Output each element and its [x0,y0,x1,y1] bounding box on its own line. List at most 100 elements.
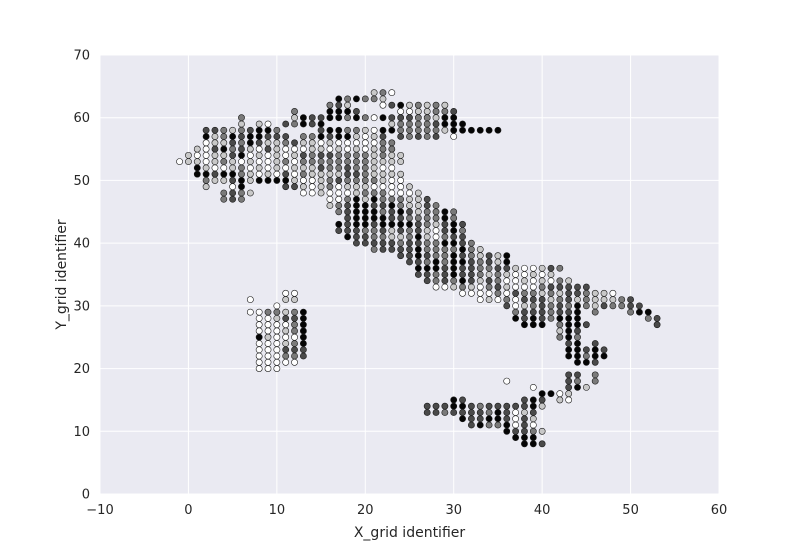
scatter-point [291,352,298,360]
scatter-point [202,170,210,178]
scatter-point [450,114,458,122]
scatter-point [344,214,351,222]
scatter-point [246,170,254,178]
scatter-point [220,195,228,203]
scatter-point [344,114,351,122]
scatter-point [476,252,484,260]
scatter-point [326,151,334,159]
scatter-point [521,440,528,448]
scatter-point [335,170,343,178]
scatter-point [459,220,466,228]
scatter-point [308,189,316,197]
scatter-point [406,220,413,228]
scatter-point [246,151,254,159]
scatter-point [211,164,219,172]
scatter-point [512,289,520,297]
scatter-point [229,189,237,197]
scatter-point [441,277,449,285]
scatter-point [282,352,290,360]
scatter-point [255,333,263,341]
scatter-point [459,246,466,253]
scatter-point [282,340,290,347]
scatter-point [370,183,378,191]
scatter-point [547,283,555,291]
scatter-point [299,346,307,354]
scatter-point [291,139,298,147]
scatter-point [644,314,652,322]
y-tick-label: 30 [73,299,90,314]
scatter-point [485,289,493,297]
scatter-point [308,183,316,191]
scatter-point [255,321,263,329]
scatter-point [379,189,387,197]
scatter-point [273,352,281,360]
scatter-point [361,133,369,140]
scatter-point [503,277,511,285]
scatter-point [273,177,281,184]
scatter-point [423,108,431,115]
scatter-point [556,396,564,404]
scatter-point [653,314,661,322]
scatter-point [353,170,360,178]
scatter-point [574,340,581,347]
scatter-point [574,358,581,366]
scatter-point [574,377,581,385]
scatter-point [485,402,493,410]
scatter-point [379,183,387,191]
scatter-point [370,195,378,203]
scatter-point [582,383,590,391]
scatter-point [574,314,581,322]
scatter-point [618,296,626,303]
scatter-point [512,434,520,441]
scatter-point [406,120,413,128]
scatter-point [441,246,449,253]
scatter-point [450,402,458,410]
scatter-point [556,296,564,303]
scatter-point [406,126,413,134]
scatter-point [397,214,405,222]
scatter-point [565,302,573,310]
scatter-point [423,220,431,228]
scatter-point [255,308,263,316]
scatter-point [361,95,369,103]
scatter-point [600,352,608,360]
scatter-point [193,145,201,153]
scatter-point [627,308,634,316]
scatter-point [211,151,219,159]
scatter-point [565,333,573,341]
scatter-point [264,333,272,341]
scatter-point [450,208,458,216]
scatter-point [264,139,272,147]
scatter-point [388,158,396,166]
scatter-point [202,158,210,166]
scatter-point [335,195,343,203]
scatter-point [467,277,475,285]
scatter-point [494,277,502,285]
scatter-point [565,277,573,285]
scatter-point [450,409,458,416]
scatter-point [609,296,617,303]
scatter-point [361,195,369,203]
scatter-point [459,415,466,423]
scatter-point [299,189,307,197]
scatter-point [512,271,520,278]
scatter-point [246,189,254,197]
scatter-point [238,120,245,128]
scatter-point [353,183,360,191]
scatter-point [388,202,396,209]
scatter-point [476,277,484,285]
scatter-point [202,139,210,147]
scatter-point [521,296,528,303]
scatter-point [379,139,387,147]
scatter-point [388,208,396,216]
scatter-point [459,283,466,291]
scatter-point [220,126,228,134]
scatter-point [397,208,405,216]
scatter-point [370,239,378,247]
x-tick-label: 50 [622,503,639,518]
scatter-point [565,390,573,398]
scatter-point [423,195,431,203]
scatter-point [529,409,537,416]
scatter-point [450,214,458,222]
